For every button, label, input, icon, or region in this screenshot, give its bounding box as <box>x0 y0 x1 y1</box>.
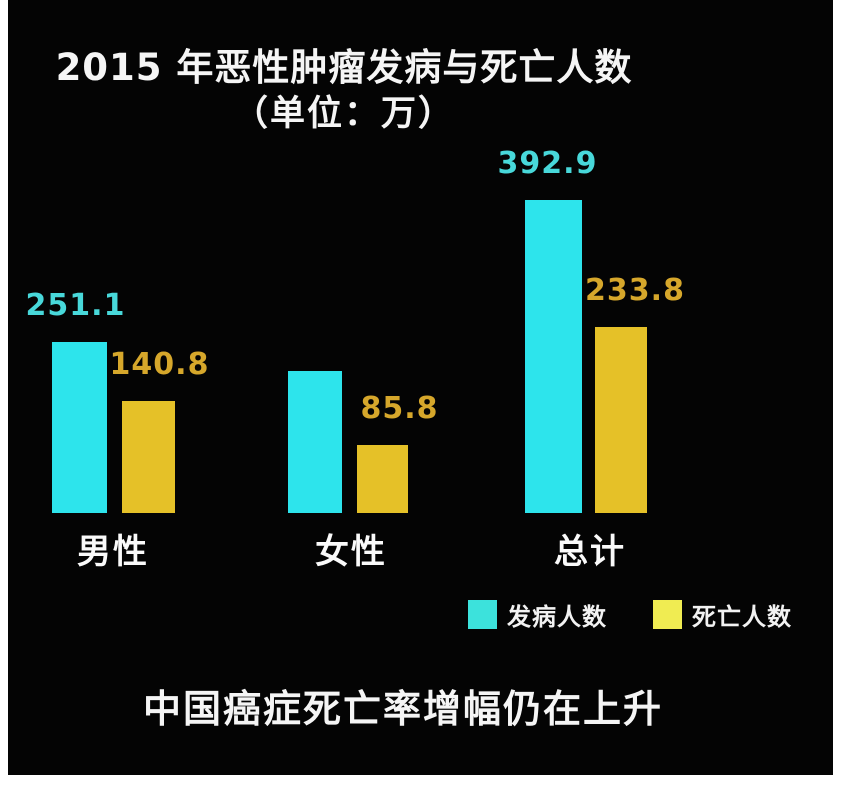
value-label-incidence-total: 392.9 <box>497 146 598 181</box>
value-label-deaths-total: 233.8 <box>585 273 685 308</box>
chart-title: 2015 年恶性肿瘤发病与死亡人数 <box>55 46 633 89</box>
legend-incidence-swatch-icon <box>468 599 497 629</box>
bar-incidence-male <box>52 342 107 513</box>
bar-deaths-male <box>122 401 175 513</box>
bar-chart: 251.1 392.9 140.8 85.8 233.8 <box>8 0 833 775</box>
value-label-deaths-male: 140.8 <box>109 347 210 382</box>
legend-incidence-label: 发病人数 <box>507 602 607 631</box>
category-label-total: 总计 <box>554 532 626 572</box>
bar-incidence-female <box>288 371 342 513</box>
bar-deaths-total <box>595 327 647 513</box>
value-label-deaths-female: 85.8 <box>360 391 439 426</box>
category-label-male: 男性 <box>77 532 149 572</box>
chart-panel: 2015 年恶性肿瘤发病与死亡人数 （单位：万） 251.1 392.9 140.8… <box>8 0 833 775</box>
bar-incidence-total <box>525 200 582 513</box>
chart-title-block: 2015 年恶性肿瘤发病与死亡人数 （单位：万） <box>8 44 680 138</box>
chart-subtitle: （单位：万） <box>232 94 455 135</box>
legend-deaths-label: 死亡人数 <box>692 602 792 631</box>
legend-deaths-swatch-icon <box>653 599 682 629</box>
legend: 发病人数 死亡人数 <box>468 598 792 631</box>
footer-caption: 中国癌症死亡率增幅仍在上升 <box>142 687 663 731</box>
value-label-incidence-male: 251.1 <box>25 288 126 323</box>
category-label-female: 女性 <box>315 532 387 572</box>
bar-deaths-female <box>357 445 408 513</box>
